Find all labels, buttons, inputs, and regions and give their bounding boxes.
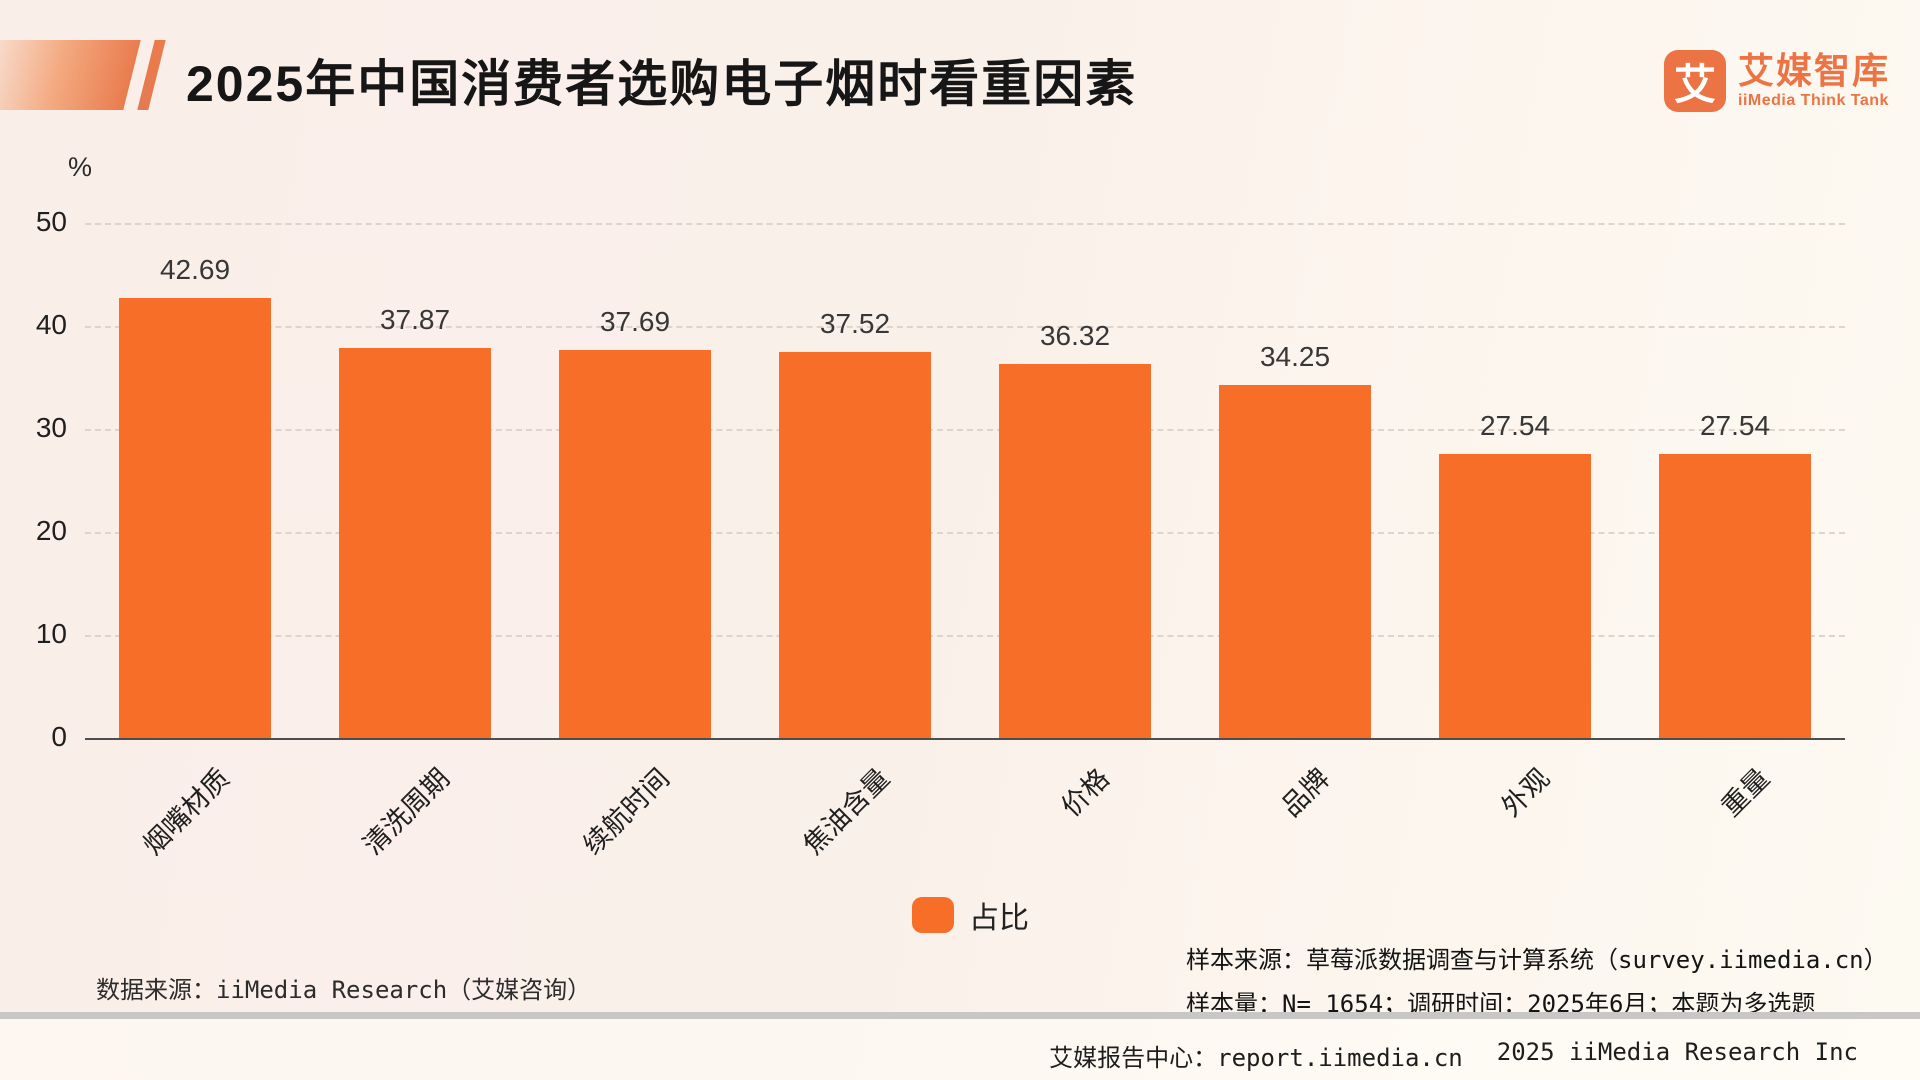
footer-divider bbox=[0, 1012, 1920, 1019]
logo-name-en: iiMedia Think Tank bbox=[1738, 92, 1889, 110]
logo-text-block: 艾媒智库 iiMedia Think Tank bbox=[1738, 49, 1891, 111]
legend-label: 占比 bbox=[969, 902, 1029, 935]
y-axis-tick-label: 50 bbox=[35, 206, 67, 237]
gridline-y50 bbox=[85, 223, 1845, 225]
page-title: 2025年中国消费者选购电子烟时看重因素 bbox=[186, 56, 1138, 112]
x-axis-category-label: 重量 bbox=[1715, 762, 1776, 823]
bar-value-label: 34.25 bbox=[1259, 341, 1331, 373]
bar-5 bbox=[999, 363, 1151, 738]
gridline-y30 bbox=[85, 429, 1845, 431]
x-axis-category-label: 品牌 bbox=[1275, 762, 1336, 823]
gridline-y40 bbox=[85, 326, 1845, 328]
x-axis-category-label: 价格 bbox=[1055, 762, 1116, 823]
gridline-y10 bbox=[85, 635, 1845, 637]
bar-8 bbox=[1659, 454, 1811, 738]
footer-copyright: 2025 iiMedia Research Inc bbox=[1496, 1038, 1858, 1066]
bar-value-label: 42.69 bbox=[159, 254, 231, 286]
logo-name-cn: 艾媒智库 bbox=[1738, 49, 1891, 91]
x-axis-category-label: 烟嘴材质 bbox=[137, 762, 236, 861]
bar-value-label: 27.54 bbox=[1479, 410, 1551, 442]
footer-bar bbox=[0, 1019, 1920, 1080]
bar-7 bbox=[1439, 454, 1591, 738]
y-axis-tick-label: 20 bbox=[35, 515, 67, 546]
x-axis-category-label: 续航时间 bbox=[577, 762, 676, 861]
bar-value-label: 37.69 bbox=[599, 305, 671, 337]
y-axis-tick-label: 40 bbox=[35, 309, 67, 340]
legend-swatch-icon bbox=[912, 897, 954, 933]
y-axis-tick-label: 0 bbox=[51, 721, 67, 752]
bar-6 bbox=[1219, 385, 1371, 738]
bar-value-label: 36.32 bbox=[1039, 319, 1111, 351]
bar-value-label: 27.54 bbox=[1699, 410, 1771, 442]
y-axis-unit-label: % bbox=[68, 152, 93, 182]
gridline-y20 bbox=[85, 532, 1845, 534]
bar-value-label: 37.52 bbox=[819, 307, 891, 339]
chart-legend: 占比 bbox=[912, 893, 1029, 937]
bar-2 bbox=[339, 347, 491, 738]
data-source-note: 数据来源：iiMedia Research（艾媒咨询） bbox=[96, 976, 592, 1004]
bar-value-label: 37.87 bbox=[379, 303, 451, 335]
bar-3 bbox=[559, 349, 711, 738]
x-axis-line bbox=[85, 738, 1845, 740]
x-axis-category-label: 外观 bbox=[1495, 762, 1556, 823]
iimedia-logo: 艾 艾媒智库 iiMedia Think Tank bbox=[1664, 50, 1890, 112]
x-axis-category-label: 清洗周期 bbox=[357, 762, 456, 861]
sample-source-note: 样本来源：草莓派数据调查与计算系统（survey.iimedia.cn） bbox=[1186, 946, 1888, 974]
footer-report-center: 艾媒报告中心：report.iimedia.cn bbox=[1049, 1044, 1463, 1072]
bar-4 bbox=[779, 351, 931, 738]
y-axis-tick-label: 10 bbox=[35, 618, 67, 649]
iimedia-logo-icon: 艾 bbox=[1664, 50, 1726, 112]
bar-1 bbox=[119, 298, 271, 738]
x-axis-category-label: 焦油含量 bbox=[797, 762, 896, 861]
footer-text: 艾媒报告中心：report.iimedia.cn 2025 iiMedia Re… bbox=[1049, 1038, 1858, 1073]
y-axis-tick-label: 30 bbox=[35, 412, 67, 443]
